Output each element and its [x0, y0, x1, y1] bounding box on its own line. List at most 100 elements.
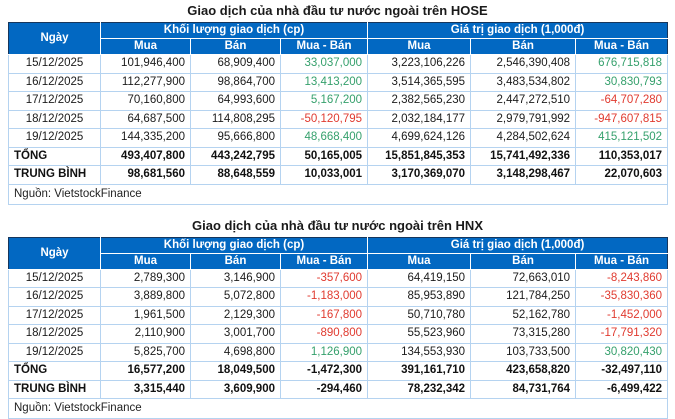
col-header-volume-buy: Mua [101, 39, 191, 55]
col-group-value: Giá trị giao dịch (1,000đ) [368, 237, 668, 253]
value-cell: 3,223,106,226 [368, 55, 471, 74]
total-value-cell: 15,851,845,353 [368, 147, 471, 166]
value-cell: 2,382,565,230 [368, 92, 471, 111]
total-value-cell: 391,161,710 [368, 362, 471, 381]
value-cell: 4,284,502,624 [471, 129, 576, 148]
value-cell: 103,733,500 [471, 343, 576, 362]
average-value-cell: -294,460 [281, 380, 368, 399]
value-cell: -50,120,795 [281, 110, 368, 129]
total-value-cell: 18,049,500 [191, 362, 281, 381]
average-value-cell: -6,499,422 [576, 380, 668, 399]
col-header-value-net: Mua - Bán [576, 39, 668, 55]
value-cell: 5,825,700 [101, 343, 191, 362]
source-text: Nguồn: VietstockFinance [9, 184, 668, 204]
date-cell: 16/12/2025 [9, 288, 101, 307]
hose-table-header: Ngày Khối lượng giao dịch (cp) Giá trị g… [9, 23, 668, 55]
total-value-cell: -1,472,300 [281, 362, 368, 381]
value-cell: 68,909,400 [191, 55, 281, 74]
value-cell: 50,710,780 [368, 306, 471, 325]
average-value-cell: 3,170,369,070 [368, 166, 471, 185]
average-value-cell: 22,070,603 [576, 166, 668, 185]
value-cell: -64,707,280 [576, 92, 668, 111]
value-cell: 2,447,272,510 [471, 92, 576, 111]
value-cell: 70,160,800 [101, 92, 191, 111]
total-value-cell: 443,242,795 [191, 147, 281, 166]
value-cell: 1,126,900 [281, 343, 368, 362]
average-value-cell: 10,033,001 [281, 166, 368, 185]
value-cell: 55,523,960 [368, 325, 471, 344]
date-cell: 17/12/2025 [9, 306, 101, 325]
hnx-section: Giao dịch của nhà đầu tư nước ngoài trên… [0, 215, 675, 419]
value-cell: 3,889,800 [101, 288, 191, 307]
value-cell: 415,121,502 [576, 129, 668, 148]
value-cell: 3,146,900 [191, 269, 281, 288]
value-cell: 676,715,818 [576, 55, 668, 74]
value-cell: 52,162,780 [471, 306, 576, 325]
value-cell: 112,277,900 [101, 73, 191, 92]
average-value-cell: 3,148,298,467 [471, 166, 576, 185]
average-value-cell: 3,315,440 [101, 380, 191, 399]
col-header-value-sell: Bán [471, 39, 576, 55]
col-group-value: Giá trị giao dịch (1,000đ) [368, 23, 668, 39]
col-header-value-buy: Mua [368, 39, 471, 55]
total-value-cell: -32,497,110 [576, 362, 668, 381]
value-cell: -167,800 [281, 306, 368, 325]
date-cell: 15/12/2025 [9, 269, 101, 288]
date-cell: 18/12/2025 [9, 110, 101, 129]
total-label: TỔNG [9, 147, 101, 166]
hnx-table: Ngày Khối lượng giao dịch (cp) Giá trị g… [8, 237, 668, 419]
col-header-volume-buy: Mua [101, 253, 191, 269]
value-cell: 33,037,000 [281, 55, 368, 74]
total-value-cell: 110,353,017 [576, 147, 668, 166]
average-value-cell: 3,609,900 [191, 380, 281, 399]
value-cell: 30,820,430 [576, 343, 668, 362]
col-header-date: Ngày [9, 237, 101, 269]
total-value-cell: 16,577,200 [101, 362, 191, 381]
value-cell: 98,864,700 [191, 73, 281, 92]
hnx-table-header: Ngày Khối lượng giao dịch (cp) Giá trị g… [9, 237, 668, 269]
date-cell: 17/12/2025 [9, 92, 101, 111]
total-label: TỔNG [9, 362, 101, 381]
hose-table: Ngày Khối lượng giao dịch (cp) Giá trị g… [8, 22, 668, 205]
average-label: TRUNG BÌNH [9, 380, 101, 399]
average-value-cell: 98,681,560 [101, 166, 191, 185]
total-value-cell: 493,407,800 [101, 147, 191, 166]
average-value-cell: 78,232,342 [368, 380, 471, 399]
hose-table-title: Giao dịch của nhà đầu tư nước ngoài trên… [0, 0, 675, 22]
col-group-volume: Khối lượng giao dịch (cp) [101, 237, 368, 253]
value-cell: 2,129,300 [191, 306, 281, 325]
value-cell: 2,110,900 [101, 325, 191, 344]
value-cell: -17,791,320 [576, 325, 668, 344]
value-cell: 2,789,300 [101, 269, 191, 288]
value-cell: 64,419,150 [368, 269, 471, 288]
col-header-value-net: Mua - Bán [576, 253, 668, 269]
value-cell: 2,546,390,408 [471, 55, 576, 74]
value-cell: 3,514,365,595 [368, 73, 471, 92]
value-cell: 101,946,400 [101, 55, 191, 74]
value-cell: 1,961,500 [101, 306, 191, 325]
value-cell: -1,183,000 [281, 288, 368, 307]
total-value-cell: 423,658,820 [471, 362, 576, 381]
date-cell: 18/12/2025 [9, 325, 101, 344]
col-group-volume: Khối lượng giao dịch (cp) [101, 23, 368, 39]
value-cell: 95,666,800 [191, 129, 281, 148]
value-cell: -1,452,000 [576, 306, 668, 325]
value-cell: 114,808,295 [191, 110, 281, 129]
value-cell: 134,553,930 [368, 343, 471, 362]
value-cell: 73,315,280 [471, 325, 576, 344]
col-header-value-sell: Bán [471, 253, 576, 269]
value-cell: 144,335,200 [101, 129, 191, 148]
value-cell: -8,243,860 [576, 269, 668, 288]
